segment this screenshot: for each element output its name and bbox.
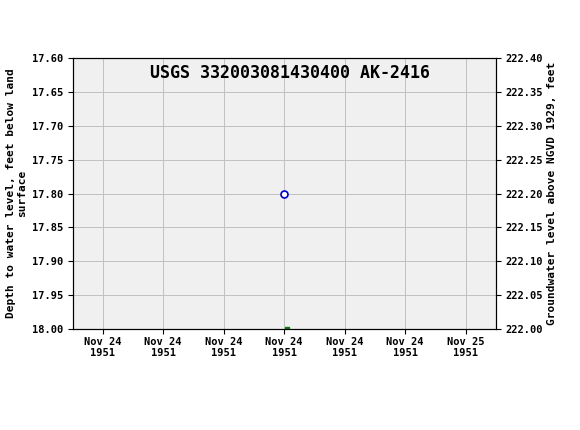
Text: USGS: USGS [42, 10, 97, 28]
Y-axis label: Depth to water level, feet below land
surface: Depth to water level, feet below land su… [6, 69, 27, 318]
Text: USGS 332003081430400 AK-2416: USGS 332003081430400 AK-2416 [150, 64, 430, 82]
Y-axis label: Groundwater level above NGVD 1929, feet: Groundwater level above NGVD 1929, feet [548, 62, 557, 325]
